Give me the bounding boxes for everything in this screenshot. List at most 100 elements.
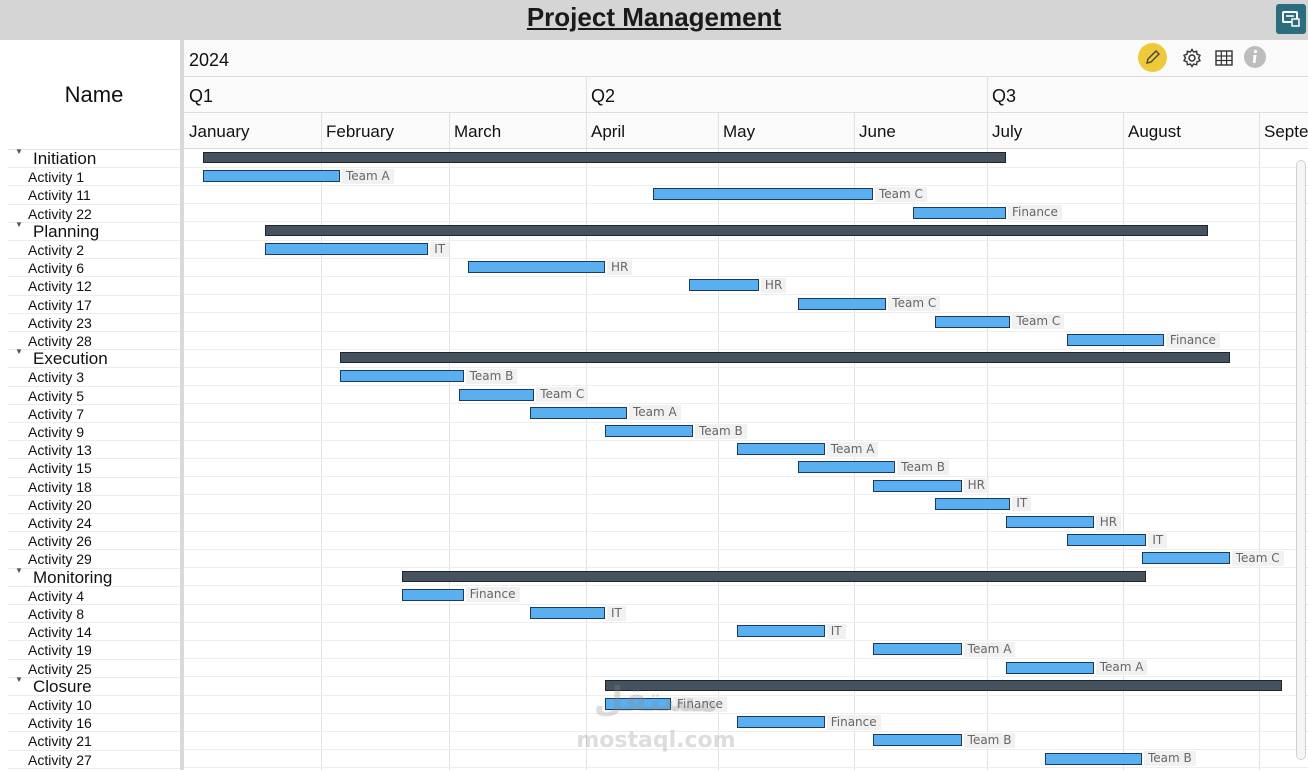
task-row[interactable]: Activity 13 bbox=[8, 440, 180, 460]
summary-bar[interactable] bbox=[203, 152, 1006, 163]
task-name: Activity 13 bbox=[28, 442, 92, 459]
collapse-caret-icon[interactable]: ▼ bbox=[15, 674, 23, 684]
export-button[interactable] bbox=[1276, 4, 1306, 34]
task-bar[interactable] bbox=[737, 625, 825, 638]
vertical-scrollbar[interactable] bbox=[1296, 160, 1306, 760]
quarter-header-q3: Q3 bbox=[992, 86, 1017, 106]
row-gridline bbox=[184, 221, 1308, 223]
task-row[interactable]: Activity 7 bbox=[8, 404, 180, 423]
row-gridline bbox=[184, 712, 1308, 714]
task-row[interactable]: Activity 1 bbox=[8, 167, 180, 187]
task-row[interactable]: Activity 2 bbox=[8, 240, 180, 260]
task-bar[interactable] bbox=[1006, 516, 1094, 528]
resource-label: IT bbox=[430, 241, 450, 257]
task-bar[interactable] bbox=[935, 497, 1011, 510]
summary-bar[interactable] bbox=[264, 224, 1208, 236]
task-bar[interactable] bbox=[798, 461, 896, 474]
task-row[interactable]: Activity 17 bbox=[8, 295, 180, 314]
gear-icon[interactable] bbox=[1182, 48, 1202, 68]
task-bar[interactable] bbox=[873, 643, 962, 656]
task-bar[interactable] bbox=[264, 243, 429, 255]
row-gridline bbox=[184, 457, 1308, 459]
task-row[interactable]: Activity 28 bbox=[8, 331, 180, 351]
task-bar[interactable] bbox=[203, 170, 340, 183]
task-row[interactable]: Activity 8 bbox=[8, 604, 180, 624]
task-row[interactable]: Activity 5 bbox=[8, 386, 180, 405]
grid-icon[interactable] bbox=[1214, 48, 1234, 68]
task-bar[interactable] bbox=[737, 443, 825, 456]
task-bar[interactable] bbox=[605, 698, 671, 710]
task-bar[interactable] bbox=[1006, 661, 1094, 674]
task-name: Activity 4 bbox=[28, 587, 85, 604]
group-row[interactable]: ▼ Initiation bbox=[8, 147, 180, 169]
info-icon[interactable] bbox=[1243, 45, 1267, 69]
summary-bar[interactable] bbox=[605, 679, 1283, 691]
group-name: Initiation bbox=[33, 149, 97, 168]
collapse-caret-icon[interactable]: ▼ bbox=[15, 347, 23, 357]
task-row[interactable]: Activity 14 bbox=[8, 622, 180, 642]
group-row[interactable]: ▼ Planning bbox=[8, 219, 180, 241]
task-row[interactable]: Activity 9 bbox=[8, 422, 180, 442]
task-row[interactable]: Activity 21 bbox=[8, 731, 180, 751]
task-row[interactable]: Activity 4 bbox=[8, 586, 180, 605]
task-row[interactable]: Activity 23 bbox=[8, 313, 180, 332]
month-header-july: July bbox=[992, 122, 1023, 141]
task-row[interactable]: Activity 16 bbox=[8, 713, 180, 733]
task-row[interactable]: Activity 12 bbox=[8, 276, 180, 296]
task-name: Activity 19 bbox=[28, 642, 92, 659]
group-name: Closure bbox=[33, 676, 92, 696]
edit-button[interactable] bbox=[1138, 43, 1167, 72]
month-gridline bbox=[1259, 149, 1260, 770]
pane-splitter[interactable] bbox=[180, 40, 184, 770]
task-bar[interactable] bbox=[873, 479, 962, 492]
task-bar[interactable] bbox=[529, 607, 605, 619]
row-gridline bbox=[184, 330, 1308, 332]
task-bar[interactable] bbox=[688, 279, 759, 292]
resource-label: Team C bbox=[875, 186, 927, 202]
task-row[interactable]: Activity 25 bbox=[8, 659, 180, 678]
summary-bar[interactable] bbox=[340, 352, 1230, 364]
task-row[interactable]: Activity 27 bbox=[8, 750, 180, 769]
summary-bar[interactable] bbox=[401, 570, 1147, 582]
task-bar[interactable] bbox=[468, 261, 605, 274]
task-row[interactable]: Activity 15 bbox=[8, 458, 180, 478]
task-bar[interactable] bbox=[340, 370, 464, 383]
month-divider bbox=[1259, 113, 1260, 148]
task-bar[interactable] bbox=[605, 425, 693, 437]
task-bar[interactable] bbox=[798, 297, 887, 310]
task-row[interactable]: Activity 26 bbox=[8, 531, 180, 551]
group-row[interactable]: ▼ Closure bbox=[8, 674, 180, 696]
resource-label: HR bbox=[607, 259, 633, 275]
group-row[interactable]: ▼ Monitoring bbox=[8, 565, 180, 587]
task-row[interactable]: Activity 19 bbox=[8, 640, 180, 660]
group-name: Execution bbox=[33, 349, 108, 369]
task-bar[interactable] bbox=[653, 188, 873, 201]
task-bar[interactable] bbox=[935, 315, 1011, 328]
task-row[interactable]: Activity 6 bbox=[8, 258, 180, 278]
resource-label: Team A bbox=[342, 168, 394, 184]
collapse-caret-icon[interactable]: ▼ bbox=[15, 219, 23, 229]
task-row[interactable]: Activity 3 bbox=[8, 367, 180, 387]
task-bar[interactable] bbox=[401, 588, 464, 601]
collapse-caret-icon[interactable]: ▼ bbox=[15, 147, 23, 156]
resource-label: Finance bbox=[1008, 205, 1062, 221]
task-bar[interactable] bbox=[873, 734, 962, 747]
task-row[interactable]: Activity 20 bbox=[8, 495, 180, 514]
task-bar[interactable] bbox=[1142, 552, 1230, 565]
task-row[interactable]: Activity 18 bbox=[8, 477, 180, 496]
task-bar[interactable] bbox=[529, 406, 627, 419]
watermark-arabic: مستقل bbox=[593, 680, 719, 720]
task-row[interactable]: Activity 24 bbox=[8, 513, 180, 533]
task-row[interactable]: Activity 29 bbox=[8, 549, 180, 569]
task-row[interactable]: Activity 10 bbox=[8, 695, 180, 715]
task-bar[interactable] bbox=[912, 206, 1006, 219]
task-bar[interactable] bbox=[737, 716, 825, 729]
task-bar[interactable] bbox=[1045, 752, 1142, 765]
task-bar[interactable] bbox=[1067, 534, 1147, 547]
task-row[interactable]: Activity 22 bbox=[8, 204, 180, 223]
group-row[interactable]: ▼ Execution bbox=[8, 347, 180, 369]
task-bar[interactable] bbox=[1067, 334, 1164, 346]
collapse-caret-icon[interactable]: ▼ bbox=[15, 565, 23, 575]
task-bar[interactable] bbox=[459, 388, 535, 401]
task-row[interactable]: Activity 11 bbox=[8, 185, 180, 205]
